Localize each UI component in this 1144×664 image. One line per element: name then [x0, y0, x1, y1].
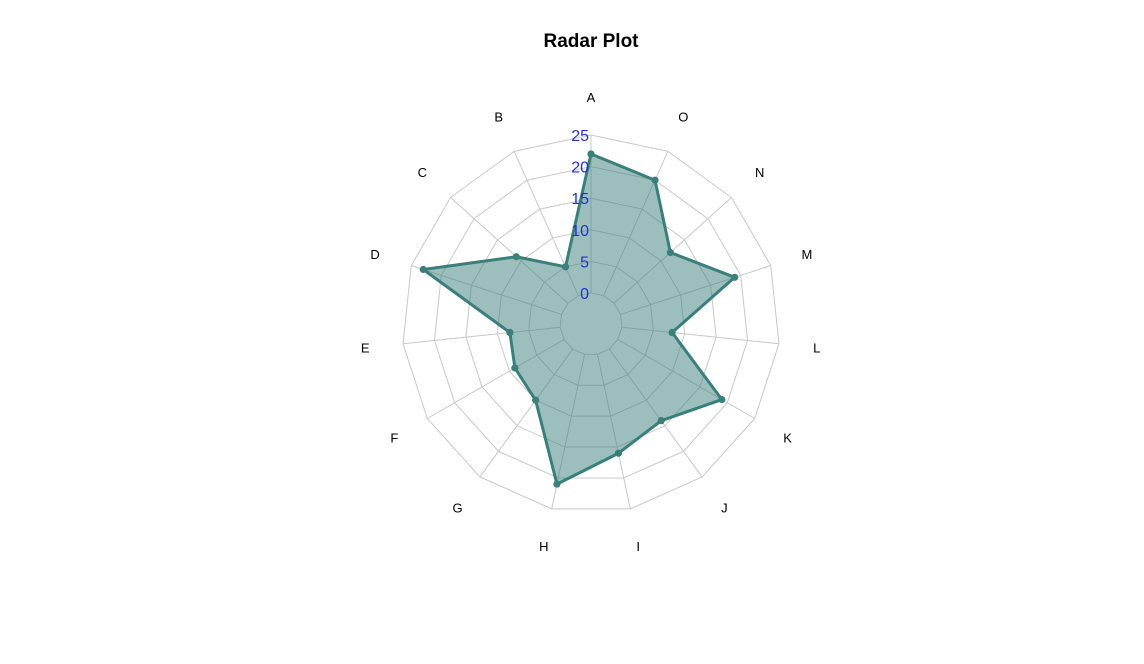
category-label-g: G	[453, 501, 463, 516]
radial-ticks: 0 5 10 15 20 25	[571, 128, 589, 303]
category-label-k: K	[783, 431, 792, 446]
grid-ring	[433, 166, 749, 479]
data-point-e	[506, 328, 514, 337]
tick-label: 10	[571, 223, 589, 240]
category-label-d: D	[370, 247, 379, 262]
category-label-l: L	[813, 341, 820, 356]
data-point-a	[587, 150, 595, 158]
category-label-o: O	[678, 110, 688, 125]
category-label-e: E	[361, 341, 370, 356]
category-label-i: I	[636, 539, 640, 554]
tick-label: 25	[571, 128, 589, 145]
data-point-h	[553, 480, 561, 488]
category-label-h: H	[539, 539, 548, 554]
data-point-d	[419, 265, 427, 274]
data-point-f	[511, 364, 519, 372]
data-point-l	[668, 328, 676, 337]
data-point-k	[718, 395, 726, 404]
category-label-m: M	[801, 247, 812, 262]
data-point-i	[614, 449, 623, 457]
category-label-f: F	[390, 431, 398, 446]
axis-labels: A O N M L K J I H G F E D C B	[361, 90, 820, 554]
radar-data	[419, 150, 739, 488]
data-point-c	[512, 253, 520, 261]
data-point-n	[666, 248, 675, 257]
data-point-j	[657, 417, 665, 425]
grid-ring	[402, 134, 780, 510]
data-point-b	[561, 263, 570, 271]
category-label-a: A	[587, 90, 596, 105]
tick-label: 20	[571, 160, 589, 177]
chart-title: Radar Plot	[543, 31, 639, 52]
tick-label: 15	[571, 191, 589, 208]
tick-label: 5	[580, 254, 589, 271]
tick-label: 0	[580, 286, 589, 303]
data-point-g	[532, 396, 540, 404]
category-label-c: C	[418, 165, 427, 180]
data-point-m	[731, 273, 739, 281]
series-area	[421, 152, 737, 486]
data-point-o	[651, 176, 659, 184]
category-label-n: N	[755, 165, 764, 180]
category-label-j: J	[721, 501, 728, 516]
category-label-b: B	[494, 110, 503, 125]
